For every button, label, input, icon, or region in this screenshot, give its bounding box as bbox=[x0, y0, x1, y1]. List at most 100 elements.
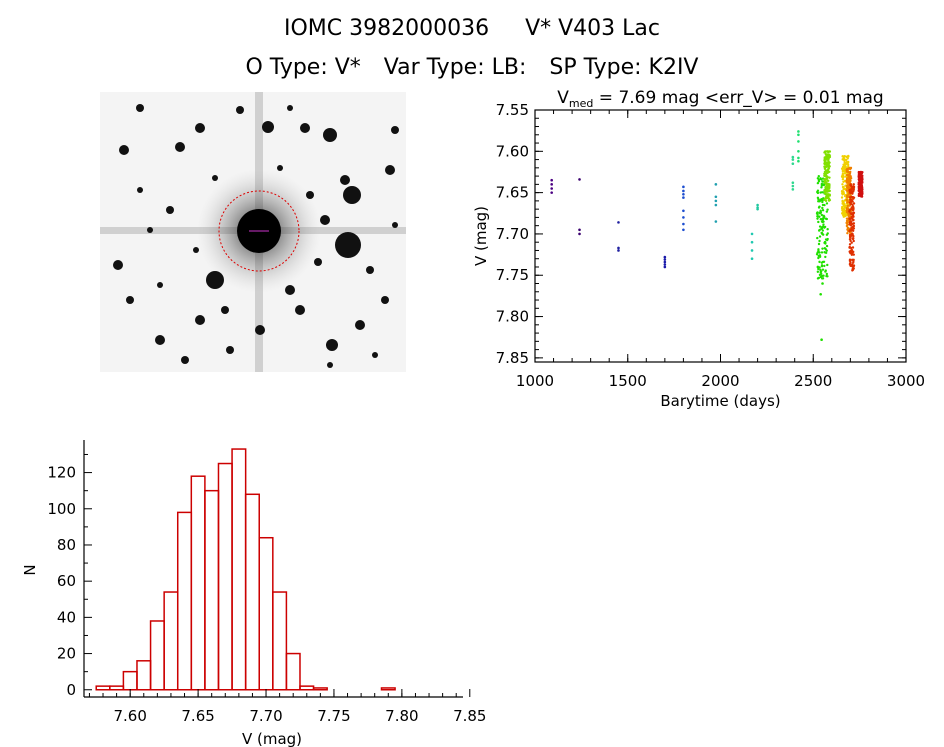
data-point bbox=[824, 251, 828, 255]
data-point bbox=[817, 256, 820, 260]
data-point bbox=[817, 206, 821, 209]
histogram-bar bbox=[312, 687, 328, 691]
data-point bbox=[823, 165, 827, 168]
x-tick-label: 3000 bbox=[887, 372, 925, 390]
field-star bbox=[306, 191, 314, 199]
y-tick-label: 100 bbox=[47, 500, 76, 518]
data-point bbox=[840, 175, 844, 178]
data-point bbox=[797, 130, 800, 133]
data-point bbox=[824, 270, 827, 273]
field-star bbox=[195, 123, 205, 133]
data-point bbox=[817, 248, 820, 251]
field-star bbox=[277, 165, 283, 171]
data-point bbox=[797, 159, 800, 163]
data-point bbox=[821, 180, 825, 183]
data-point bbox=[825, 163, 828, 166]
x-tick-label: 7.85 bbox=[453, 707, 486, 725]
histogram-bar bbox=[149, 620, 165, 691]
field-star bbox=[366, 266, 374, 274]
data-point bbox=[843, 159, 846, 162]
data-point bbox=[820, 338, 823, 341]
data-point bbox=[823, 151, 826, 154]
data-point bbox=[825, 272, 829, 276]
field-star bbox=[327, 362, 333, 368]
data-point bbox=[843, 154, 846, 158]
data-point bbox=[857, 174, 861, 177]
histogram-bar bbox=[163, 591, 179, 691]
data-point bbox=[822, 260, 826, 263]
data-point bbox=[841, 191, 845, 194]
data-point bbox=[578, 232, 581, 236]
data-point bbox=[821, 200, 824, 204]
data-point bbox=[850, 232, 854, 235]
data-point bbox=[859, 174, 863, 178]
field-star bbox=[392, 222, 398, 228]
data-point bbox=[851, 222, 854, 226]
data-point bbox=[846, 210, 849, 214]
x-tick-label: 7.60 bbox=[113, 707, 146, 725]
histogram-bar bbox=[285, 652, 301, 691]
data-point bbox=[820, 251, 824, 254]
data-point bbox=[820, 191, 824, 194]
data-point bbox=[845, 194, 849, 197]
data-point bbox=[821, 282, 824, 285]
data-point bbox=[819, 292, 822, 296]
data-point bbox=[841, 169, 845, 172]
data-point bbox=[845, 217, 849, 220]
data-point bbox=[852, 239, 855, 243]
data-point bbox=[756, 207, 759, 211]
chart-title: IOMC 3982000036 V* V403 Lac bbox=[0, 16, 944, 41]
data-point bbox=[842, 180, 845, 184]
data-point bbox=[857, 179, 861, 182]
data-point bbox=[841, 177, 845, 181]
data-point bbox=[820, 178, 823, 181]
data-point bbox=[550, 178, 553, 182]
data-point bbox=[825, 202, 829, 205]
data-point bbox=[852, 261, 855, 264]
data-point bbox=[827, 189, 831, 193]
data-point bbox=[791, 181, 795, 185]
data-point bbox=[852, 187, 855, 190]
data-point bbox=[750, 240, 754, 244]
data-point bbox=[851, 190, 854, 194]
data-point bbox=[714, 183, 718, 186]
data-point bbox=[818, 235, 822, 238]
data-point bbox=[816, 213, 819, 216]
data-point bbox=[821, 247, 824, 250]
y-tick-label: 20 bbox=[57, 645, 76, 663]
data-point bbox=[818, 228, 821, 232]
field-star bbox=[175, 142, 185, 152]
histogram-bar bbox=[109, 685, 125, 691]
data-point bbox=[850, 249, 853, 252]
data-point bbox=[848, 208, 852, 212]
data-point bbox=[826, 208, 829, 211]
data-point bbox=[714, 195, 718, 199]
data-point bbox=[840, 207, 844, 210]
data-point bbox=[852, 185, 855, 189]
data-point bbox=[714, 203, 718, 207]
data-point bbox=[826, 187, 829, 190]
data-point bbox=[750, 257, 754, 261]
data-point bbox=[821, 218, 825, 221]
data-point bbox=[797, 156, 800, 160]
data-point bbox=[849, 261, 852, 264]
data-point bbox=[714, 220, 718, 223]
data-point bbox=[845, 224, 849, 228]
y-tick-label: 7.70 bbox=[496, 225, 529, 243]
histogram-bar bbox=[204, 489, 220, 691]
data-point bbox=[827, 179, 830, 183]
y-tick-label: 7.85 bbox=[496, 349, 529, 367]
data-point bbox=[816, 270, 820, 273]
data-point bbox=[849, 251, 852, 254]
data-point bbox=[850, 198, 853, 202]
data-point bbox=[682, 185, 685, 189]
data-point bbox=[797, 150, 800, 153]
data-point bbox=[843, 172, 847, 175]
data-point bbox=[851, 246, 855, 249]
data-point bbox=[578, 228, 581, 232]
field-star bbox=[340, 175, 350, 185]
data-point bbox=[791, 155, 795, 159]
data-point bbox=[825, 233, 829, 237]
data-point bbox=[847, 214, 850, 218]
magnitude-histogram: 7.60 7.65 7.70 7.75 7.80 7.85 0 20 40 60 80 100 120 V… bbox=[21, 440, 486, 747]
